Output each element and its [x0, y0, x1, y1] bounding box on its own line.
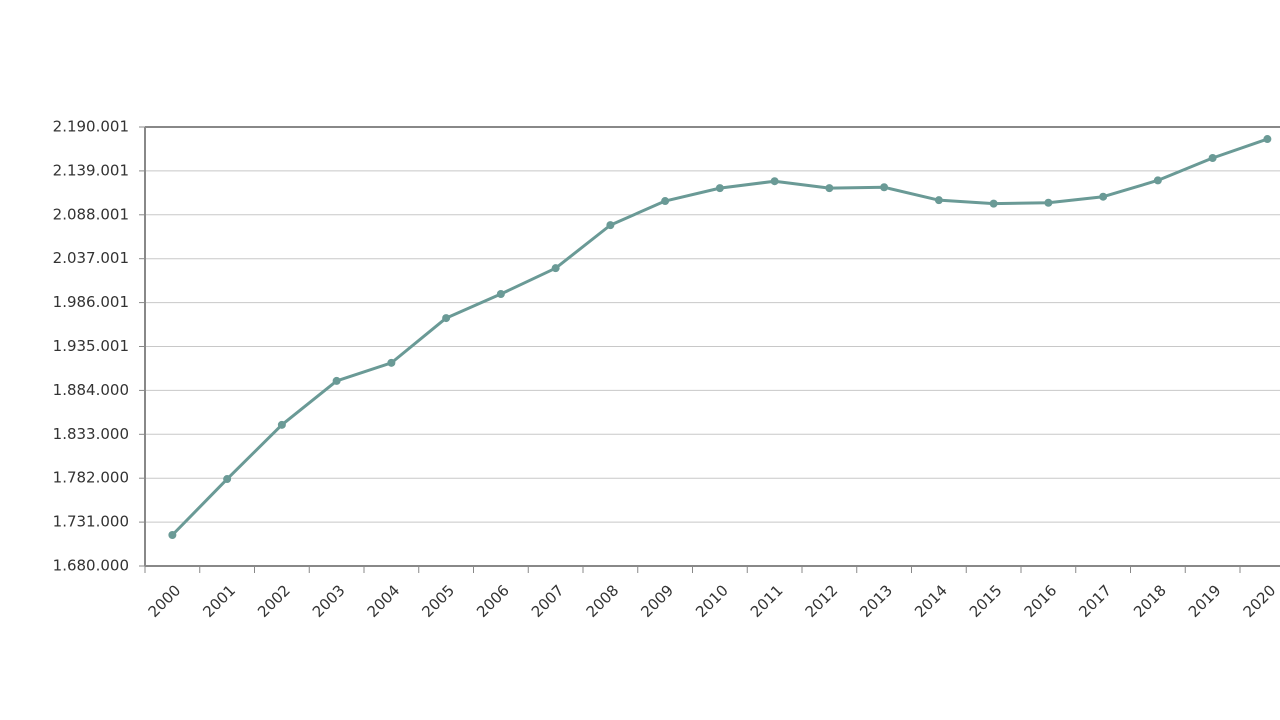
- x-tick-label: 2019: [1185, 581, 1225, 621]
- point: [606, 221, 615, 230]
- point: [387, 358, 396, 367]
- y-tick-label: 1.935.001: [53, 337, 129, 355]
- x-tick-label: 2017: [1075, 581, 1115, 621]
- y-tick-label: 2.190.001: [53, 118, 129, 136]
- x-tick-label: 2001: [199, 581, 239, 621]
- x-tick-label: 2007: [528, 581, 568, 621]
- x-tick-label: 2008: [583, 581, 623, 621]
- point: [715, 184, 724, 193]
- point: [825, 184, 834, 193]
- y-tick-label: 1.833.000: [53, 425, 129, 443]
- point: [989, 199, 998, 208]
- point: [770, 177, 779, 186]
- x-tick-label: 2000: [145, 581, 185, 621]
- y-tick-label: 1.680.000: [53, 557, 129, 575]
- point: [1099, 192, 1108, 201]
- x-tick-label: 2011: [747, 581, 787, 621]
- point: [880, 183, 889, 192]
- x-tick-label: 2016: [1021, 581, 1061, 621]
- x-tick-label: 2015: [966, 581, 1006, 621]
- x-tick-label: 2013: [856, 581, 896, 621]
- point: [496, 289, 505, 298]
- y-tick-label: 2.037.001: [53, 249, 129, 267]
- y-tick-label: 1.986.001: [53, 293, 129, 311]
- point: [551, 264, 560, 273]
- y-tick-label: 2.088.001: [53, 205, 129, 223]
- point: [934, 196, 943, 205]
- point: [1153, 176, 1162, 185]
- x-tick-label: 2020: [1240, 581, 1280, 621]
- point: [661, 197, 670, 206]
- x-tick-label: 2009: [637, 581, 677, 621]
- x-tick-label: 2004: [364, 581, 404, 621]
- point: [223, 475, 232, 484]
- y-tick-label: 1.731.000: [53, 513, 129, 531]
- y-tick-label: 1.884.000: [53, 381, 129, 399]
- x-tick-label: 2003: [309, 581, 349, 621]
- x-tick-label: 2018: [1130, 581, 1170, 621]
- point: [442, 314, 451, 323]
- point: [1044, 198, 1053, 207]
- x-tick-label: 2002: [254, 581, 294, 621]
- point: [332, 376, 341, 385]
- x-tick-label: 2014: [911, 581, 951, 621]
- x-tick-label: 2010: [692, 581, 732, 621]
- y-tick-label: 2.139.001: [53, 161, 129, 179]
- x-tick-label: 2005: [418, 581, 458, 621]
- point: [1263, 135, 1272, 144]
- x-tick-label: 2006: [473, 581, 513, 621]
- y-tick-label: 1.782.000: [53, 469, 129, 487]
- point: [1208, 153, 1217, 162]
- x-tick-label: 2012: [802, 581, 842, 621]
- point: [277, 420, 286, 429]
- point: [168, 531, 177, 540]
